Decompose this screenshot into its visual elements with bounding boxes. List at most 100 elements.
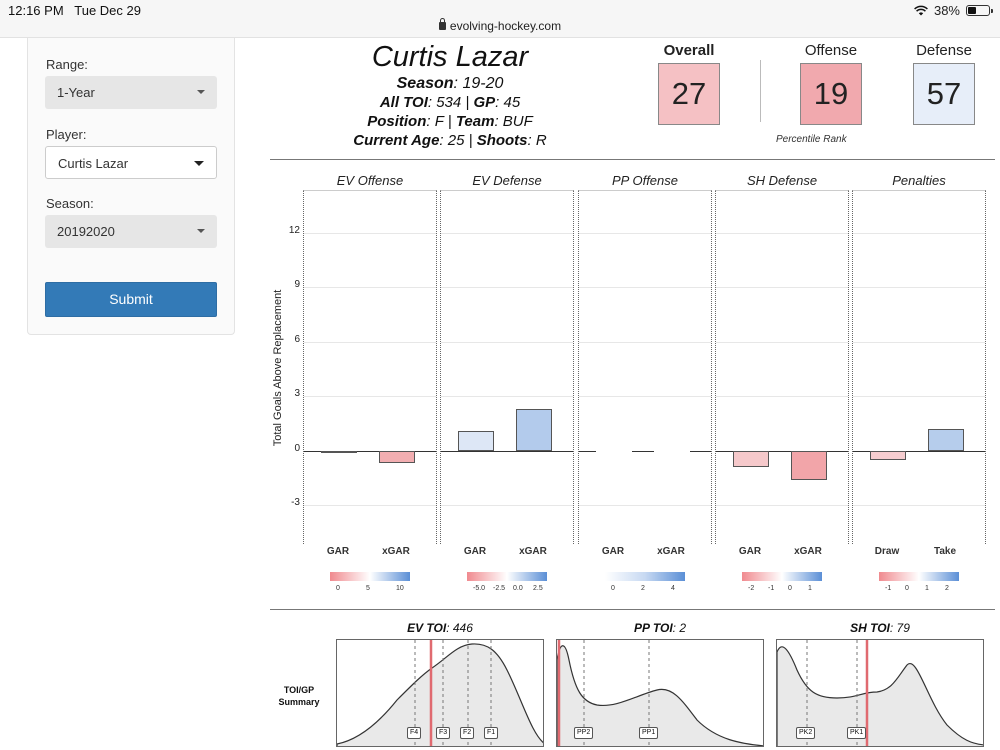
player-name: Curtis Lazar xyxy=(371,41,529,73)
grid-line xyxy=(716,396,848,398)
toi-tag-pp1: PP1 xyxy=(639,727,659,739)
pp-toi-density: PP2 PP1 xyxy=(556,639,764,747)
x-tick-label: Draw xyxy=(874,546,900,557)
zero-line xyxy=(853,450,985,452)
grid-line xyxy=(853,232,985,234)
defense-rank-label: Defense xyxy=(916,42,972,59)
legend-tick-label: -2.5 xyxy=(493,585,506,592)
battery-percent: 38% xyxy=(933,3,960,18)
color-legend xyxy=(330,572,410,581)
chart-facet xyxy=(715,190,849,544)
season-line: Season: 19-20 xyxy=(396,75,504,92)
gar-bar[interactable] xyxy=(870,450,906,460)
gar-bar[interactable] xyxy=(516,408,552,451)
gar-bar[interactable] xyxy=(928,428,964,451)
grid-line xyxy=(441,287,573,289)
x-tick-label: xGAR xyxy=(519,546,547,557)
x-tick-label: GAR xyxy=(326,546,350,557)
sh-toi-title: SH TOI: 79 xyxy=(850,621,910,635)
x-tick-label: GAR xyxy=(601,546,625,557)
player-select-value: Curtis Lazar xyxy=(58,156,129,171)
gar-bar[interactable] xyxy=(321,450,357,453)
legend-tick-label: 0 xyxy=(611,585,615,592)
x-tick-label: GAR xyxy=(463,546,487,557)
grid-line xyxy=(579,396,711,398)
legend-tick-label: 2 xyxy=(641,585,645,592)
legend-tick-label: 4 xyxy=(671,585,675,592)
offense-rank-label: Offense xyxy=(804,42,858,59)
chevron-down-icon xyxy=(194,161,204,166)
rank-divider xyxy=(760,60,761,122)
grid-line xyxy=(853,341,985,343)
y-tick-label: 6 xyxy=(294,333,300,345)
address-bar[interactable]: evolving-hockey.com xyxy=(0,18,1000,33)
toi-tag-f2: F2 xyxy=(460,727,475,739)
grid-line xyxy=(304,341,436,343)
ev-toi-title: EV TOI: 446 xyxy=(407,621,473,635)
gar-bar[interactable] xyxy=(791,450,827,480)
toi-gp-line: All TOI: 534 | GP: 45 xyxy=(379,94,521,111)
section-divider xyxy=(270,609,995,610)
grid-line xyxy=(716,341,848,343)
legend-tick-label: 0 xyxy=(788,585,792,592)
range-select-value: 1-Year xyxy=(57,85,95,100)
x-tick-label: xGAR xyxy=(657,546,685,557)
sh-toi-density: PK2 PK1 xyxy=(776,639,984,747)
color-legend xyxy=(742,572,822,581)
legend-tick-label: -1 xyxy=(885,585,892,592)
color-legend xyxy=(467,572,547,581)
facet-title: PP Offense xyxy=(612,173,678,188)
y-tick-label: 9 xyxy=(294,279,300,291)
facet-title: EV Offense xyxy=(336,173,404,188)
legend-tick-label: -2 xyxy=(748,585,755,592)
season-select-value: 20192020 xyxy=(57,224,115,239)
section-divider xyxy=(270,159,995,160)
legend-tick-label: 1 xyxy=(808,585,812,592)
grid-line xyxy=(304,232,436,234)
legend-tick-label: 0.0 xyxy=(513,585,523,592)
grid-line xyxy=(579,341,711,343)
grid-line xyxy=(579,232,711,234)
battery-icon xyxy=(966,5,993,16)
chart-facet xyxy=(303,190,437,544)
legend-tick-label: -1 xyxy=(768,585,775,592)
legend-tick-label: 0 xyxy=(336,585,340,592)
season-select[interactable]: 20192020 xyxy=(45,215,217,248)
zero-line xyxy=(579,450,711,452)
legend-tick-label: 10 xyxy=(396,585,404,592)
toi-tag-f3: F3 xyxy=(436,727,451,739)
y-tick-label: -3 xyxy=(291,497,300,509)
range-label: Range: xyxy=(46,57,88,72)
legend-tick-label: 0 xyxy=(905,585,909,592)
submit-button[interactable]: Submit xyxy=(45,282,217,317)
x-tick-label: xGAR xyxy=(382,546,410,557)
grid-line xyxy=(853,396,985,398)
zero-line xyxy=(304,450,436,452)
range-select[interactable]: 1-Year xyxy=(45,76,217,109)
facet-title: EV Defense xyxy=(472,173,542,188)
gar-bar[interactable] xyxy=(654,450,690,452)
grid-line xyxy=(441,341,573,343)
gar-bar[interactable] xyxy=(596,450,632,452)
grid-line xyxy=(716,232,848,234)
toi-tag-pk2: PK2 xyxy=(796,727,816,739)
toi-tag-f4: F4 xyxy=(407,727,422,739)
grid-line xyxy=(579,505,711,507)
toi-tag-pk1: PK1 xyxy=(847,727,867,739)
y-axis-label: Total Goals Above Replacement xyxy=(272,289,284,447)
legend-tick-label: 2 xyxy=(945,585,949,592)
chevron-down-icon xyxy=(197,229,205,233)
x-tick-label: Take xyxy=(933,546,957,557)
grid-line xyxy=(441,396,573,398)
facet-title: Penalties xyxy=(892,173,946,188)
player-select[interactable]: Curtis Lazar xyxy=(45,146,217,179)
status-time: 12:16 PM Tue Dec 29 xyxy=(8,3,141,18)
gar-bar[interactable] xyxy=(733,450,769,467)
grid-line xyxy=(853,505,985,507)
gar-bar[interactable] xyxy=(458,430,494,451)
x-tick-label: xGAR xyxy=(794,546,822,557)
y-tick-label: 0 xyxy=(294,442,300,454)
chart-facet xyxy=(578,190,712,544)
gar-bar[interactable] xyxy=(379,450,415,464)
grid-line xyxy=(716,287,848,289)
